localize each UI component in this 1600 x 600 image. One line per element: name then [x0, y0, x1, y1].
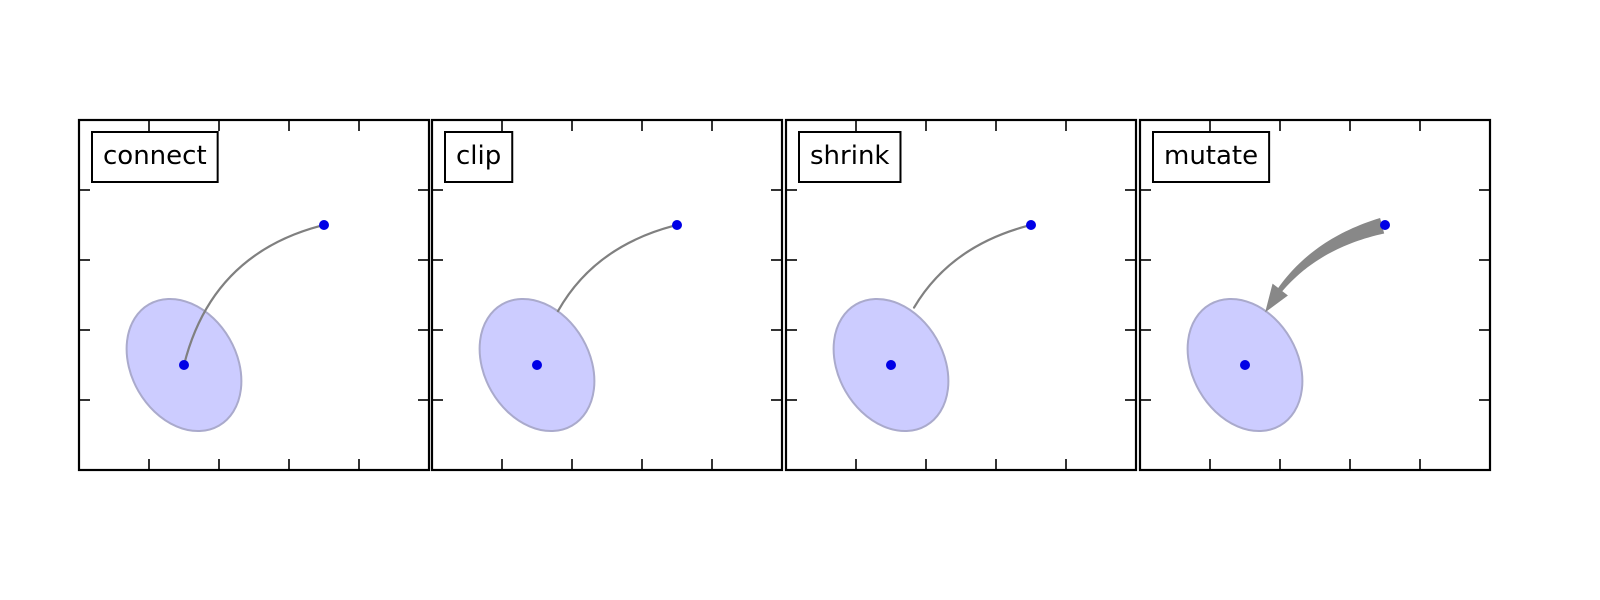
panel-label: mutate — [1152, 131, 1271, 183]
data-point-a — [886, 360, 896, 370]
panel-label-text: shrink — [810, 141, 889, 171]
data-point-a — [1240, 360, 1250, 370]
panel-connect: connect — [77, 118, 431, 472]
panel-label: clip — [444, 131, 514, 183]
connector-line — [556, 224, 675, 313]
panel-label-box — [798, 131, 902, 183]
panel-clip: clip — [430, 118, 784, 472]
panel-shrink: shrink — [784, 118, 1138, 472]
panel-mutate: mutate — [1138, 118, 1492, 472]
panel-label: connect — [91, 131, 219, 183]
data-point-b — [1380, 220, 1390, 230]
axes-frame — [430, 118, 784, 472]
panel-label-box — [91, 131, 219, 183]
axes-frame — [77, 118, 431, 472]
panel-label-box — [1152, 131, 1271, 183]
connector-line — [912, 224, 1029, 309]
panel-label-text: clip — [456, 141, 501, 171]
data-point-b — [672, 220, 682, 230]
data-point-b — [319, 220, 329, 230]
panel-label-text: connect — [103, 141, 207, 171]
axes-frame — [784, 118, 1138, 472]
data-point-a — [532, 360, 542, 370]
data-point-a — [179, 360, 189, 370]
panel-label-box — [444, 131, 514, 183]
connector-line — [182, 224, 322, 367]
panel-label-text: mutate — [1164, 141, 1258, 171]
data-point-b — [1026, 220, 1036, 230]
mutated-arrow — [1265, 217, 1385, 313]
axes-frame — [1138, 118, 1492, 472]
panel-label: shrink — [798, 131, 902, 183]
